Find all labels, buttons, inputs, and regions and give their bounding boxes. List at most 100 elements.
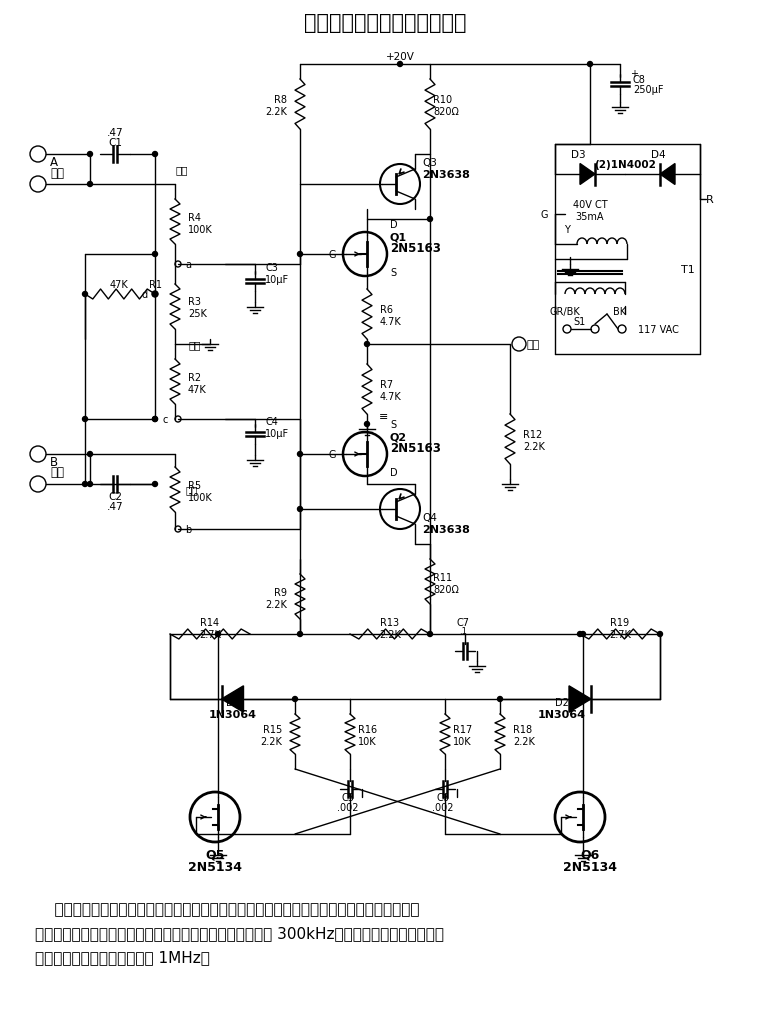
Text: 2.2K: 2.2K	[523, 442, 545, 452]
Text: 2.2K: 2.2K	[260, 736, 282, 746]
Text: 场效应晶体管双踪示波器开关: 场效应晶体管双踪示波器开关	[303, 13, 467, 33]
Text: A: A	[50, 156, 58, 169]
Text: c: c	[162, 415, 168, 425]
Text: Y: Y	[564, 224, 570, 235]
Text: C7: C7	[457, 618, 470, 628]
Circle shape	[293, 697, 297, 702]
Text: B: B	[50, 455, 58, 468]
Text: C6: C6	[437, 793, 450, 802]
Circle shape	[152, 418, 158, 422]
Text: 减，这时频率的响应可以高达 1MHz。: 减，这时频率的响应可以高达 1MHz。	[35, 949, 210, 964]
Text: Q6: Q6	[581, 847, 600, 860]
Text: R13: R13	[380, 618, 400, 628]
Text: 100K: 100K	[188, 492, 213, 502]
Text: C8: C8	[633, 75, 646, 85]
Text: 增益: 增益	[185, 484, 197, 494]
Text: 2N5163: 2N5163	[390, 442, 441, 455]
Circle shape	[88, 153, 92, 158]
Text: Q5: Q5	[206, 847, 225, 860]
Text: D: D	[390, 467, 397, 477]
Circle shape	[152, 153, 158, 158]
Text: GR/BK: GR/BK	[550, 306, 581, 316]
Text: T1: T1	[681, 265, 695, 275]
Text: 2.7K: 2.7K	[609, 630, 631, 639]
Text: D2: D2	[555, 698, 569, 708]
Polygon shape	[222, 686, 243, 713]
Text: R16: R16	[358, 724, 377, 734]
Circle shape	[581, 632, 585, 637]
Text: R3: R3	[188, 296, 201, 306]
Text: (2)1N4002: (2)1N4002	[594, 160, 656, 170]
Text: 10μF: 10μF	[265, 275, 289, 285]
Text: S: S	[390, 268, 396, 278]
Circle shape	[397, 63, 403, 68]
Text: C3: C3	[265, 263, 278, 273]
Text: 2N5134: 2N5134	[188, 860, 242, 874]
Text: R19: R19	[611, 618, 630, 628]
Text: G: G	[329, 450, 336, 460]
Text: 250μF: 250μF	[633, 85, 664, 95]
Circle shape	[658, 632, 662, 637]
Text: R11: R11	[433, 572, 452, 582]
Circle shape	[88, 182, 92, 187]
Circle shape	[297, 253, 303, 257]
Polygon shape	[580, 165, 595, 185]
Text: R17: R17	[453, 724, 472, 734]
Text: 2N3638: 2N3638	[422, 525, 470, 535]
Text: 100K: 100K	[188, 224, 213, 235]
Text: 820Ω: 820Ω	[433, 584, 459, 594]
Text: D1: D1	[226, 698, 240, 708]
Text: C2: C2	[108, 491, 122, 501]
Text: a: a	[185, 260, 191, 270]
Text: .47: .47	[107, 127, 123, 137]
Text: R4: R4	[188, 212, 201, 222]
Circle shape	[82, 418, 88, 422]
Text: R5: R5	[188, 480, 201, 490]
Text: R6: R6	[380, 304, 393, 314]
Text: 47K: 47K	[188, 384, 207, 394]
Text: D3: D3	[571, 150, 585, 160]
Circle shape	[427, 217, 433, 222]
Text: 2.2K: 2.2K	[379, 630, 401, 639]
Text: R18: R18	[513, 724, 532, 734]
Text: 10K: 10K	[453, 736, 471, 746]
Text: 输入: 输入	[50, 167, 64, 179]
Text: R14: R14	[200, 618, 219, 628]
Text: 2.2K: 2.2K	[513, 736, 535, 746]
Text: 10μF: 10μF	[265, 429, 289, 439]
Circle shape	[588, 63, 592, 68]
Polygon shape	[660, 165, 675, 185]
Text: d: d	[142, 290, 148, 299]
Circle shape	[88, 482, 92, 487]
Circle shape	[364, 422, 370, 427]
Text: 位置: 位置	[188, 340, 200, 350]
Text: R8: R8	[274, 95, 287, 105]
Text: 2N3638: 2N3638	[422, 170, 470, 180]
Text: .1: .1	[459, 627, 467, 636]
Text: BK: BK	[614, 306, 627, 316]
Text: 25K: 25K	[188, 308, 207, 318]
Polygon shape	[569, 686, 591, 713]
Circle shape	[152, 253, 158, 257]
Text: R9: R9	[274, 587, 287, 598]
Text: 2.2K: 2.2K	[265, 600, 287, 610]
Text: R15: R15	[263, 724, 282, 734]
Circle shape	[88, 452, 92, 457]
Text: 820Ω: 820Ω	[433, 107, 459, 117]
Text: 35mA: 35mA	[576, 211, 604, 221]
Circle shape	[152, 482, 158, 487]
Text: 4.7K: 4.7K	[380, 316, 402, 327]
Text: C1: C1	[108, 137, 122, 148]
Text: 47K: 47K	[109, 280, 128, 290]
Text: C4: C4	[265, 417, 278, 427]
Text: R1: R1	[149, 280, 162, 290]
Text: 1N3064: 1N3064	[209, 710, 257, 719]
Text: 2N5134: 2N5134	[563, 860, 617, 874]
Text: Q1: Q1	[390, 232, 407, 242]
Text: 4.7K: 4.7K	[380, 391, 402, 401]
Circle shape	[297, 632, 303, 637]
Text: .002: .002	[432, 802, 454, 812]
Text: G: G	[329, 250, 336, 260]
Text: .47: .47	[107, 501, 123, 512]
Circle shape	[427, 632, 433, 637]
